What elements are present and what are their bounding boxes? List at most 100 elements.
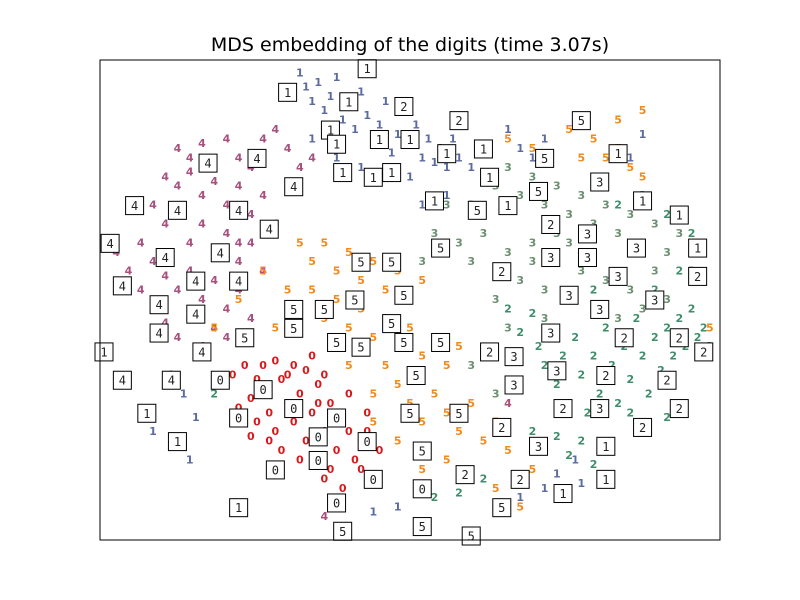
digit-thumbnail: 3 [504,347,524,367]
digit-thumbnail: 5 [351,252,371,272]
thumbnail-digit-1: 1 [376,133,383,147]
point-digit-3: 3 [602,274,610,287]
thumbnail-digit-3: 3 [596,176,603,190]
point-digit-3: 3 [578,265,586,278]
thumbnail-digit-2: 2 [498,265,505,279]
point-digit-4: 4 [161,269,169,282]
digit-thumbnail: 1 [327,134,347,154]
thumbnail-digit-3: 3 [553,364,560,378]
point-digit-5: 5 [369,331,377,344]
point-digit-3: 3 [467,255,475,268]
point-digit-5: 5 [296,236,304,249]
point-digit-3: 3 [431,227,439,240]
point-digit-4: 4 [284,142,292,155]
thumbnail-digit-1: 1 [639,194,646,208]
point-digit-4: 4 [235,255,243,268]
point-digit-0: 0 [296,387,304,400]
thumbnail-digit-5: 5 [419,520,426,534]
point-digit-0: 0 [363,406,371,419]
thumbnail-digit-3: 3 [633,242,640,256]
point-digit-0: 0 [302,364,310,377]
point-digit-1: 1 [302,81,310,94]
thumbnail-digit-4: 4 [107,237,114,251]
point-digit-3: 3 [565,208,573,221]
point-digit-0: 0 [278,444,286,457]
thumbnail-digit-1: 1 [602,440,609,454]
point-digit-0: 0 [235,402,243,415]
point-digit-5: 5 [467,397,475,410]
point-digit-3: 3 [504,321,512,334]
point-digit-5: 5 [492,482,500,495]
point-digit-4: 4 [161,170,169,183]
thumbnail-digit-5: 5 [455,407,462,421]
point-digit-3: 3 [516,274,524,287]
point-digit-4: 4 [235,151,243,164]
point-digit-1: 1 [516,491,524,504]
digit-thumbnail: 5 [333,521,353,541]
point-digit-5: 5 [369,387,377,400]
digit-thumbnail: 0 [229,408,249,428]
digit-thumbnail: 1 [633,191,653,211]
point-digit-1: 1 [443,189,451,202]
point-digit-2: 2 [565,449,573,462]
digit-thumbnail: 1 [339,92,359,112]
digit-thumbnail: 2 [480,342,500,362]
digit-thumbnail: 5 [449,403,469,423]
point-digit-0: 0 [290,416,298,429]
thumbnail-digit-5: 5 [290,322,297,336]
point-digit-1: 1 [418,151,426,164]
point-digit-2: 2 [541,359,549,372]
point-digit-1: 1 [571,453,579,466]
point-digit-0: 0 [259,359,267,372]
point-digit-1: 1 [418,199,426,212]
point-digit-5: 5 [578,151,586,164]
point-digit-2: 2 [657,364,665,377]
digit-thumbnail: 5 [431,238,451,258]
point-digit-2: 2 [578,369,586,382]
thumbnail-digit-3: 3 [614,270,621,284]
thumbnail-digit-2: 2 [663,374,670,388]
point-digit-5: 5 [639,104,647,117]
point-digit-5: 5 [394,378,402,391]
thumbnail-digit-1: 1 [339,166,346,180]
digit-thumbnail: 5 [431,332,451,352]
thumbnail-digit-5: 5 [400,336,407,350]
point-digit-5: 5 [639,170,647,183]
thumbnail-digit-4: 4 [235,275,242,289]
thumbnail-digit-5: 5 [498,501,505,515]
point-digit-0: 0 [363,425,371,438]
point-digit-1: 1 [296,66,304,79]
thumbnail-digit-4: 4 [290,180,297,194]
point-digit-0: 0 [308,350,316,363]
point-digit-5: 5 [382,284,390,297]
thumbnail-digit-5: 5 [474,204,481,218]
digit-thumbnail: 4 [161,370,181,390]
point-digit-0: 0 [284,369,292,382]
point-digit-5: 5 [455,340,463,353]
point-digit-2: 2 [480,472,488,485]
digit-thumbnail: 0 [363,469,383,489]
point-digit-1: 1 [314,76,322,89]
thumbnail-digit-1: 1 [676,209,683,223]
point-digit-4: 4 [272,123,280,136]
digit-thumbnail: 3 [547,361,567,381]
point-digit-0: 0 [265,406,273,419]
point-digit-2: 2 [651,284,659,297]
point-digit-0: 0 [314,378,322,391]
point-digit-1: 1 [449,133,457,146]
point-digit-3: 3 [541,312,549,325]
thumbnail-digit-2: 2 [694,270,701,284]
thumbnail-digit-4: 4 [235,204,242,218]
digit-thumbnail: 3 [577,224,597,244]
point-digit-0: 0 [339,482,347,495]
point-digit-2: 2 [578,435,586,448]
digit-thumbnail: 0 [265,460,285,480]
point-digit-5: 5 [614,114,622,127]
point-digit-1: 1 [382,95,390,108]
thumbnail-digit-2: 2 [676,402,683,416]
point-digit-1: 1 [339,114,347,127]
thumbnail-digit-5: 5 [413,369,420,383]
point-digit-1: 1 [388,147,396,160]
point-digit-1: 1 [504,123,512,136]
point-digit-5: 5 [529,463,537,476]
